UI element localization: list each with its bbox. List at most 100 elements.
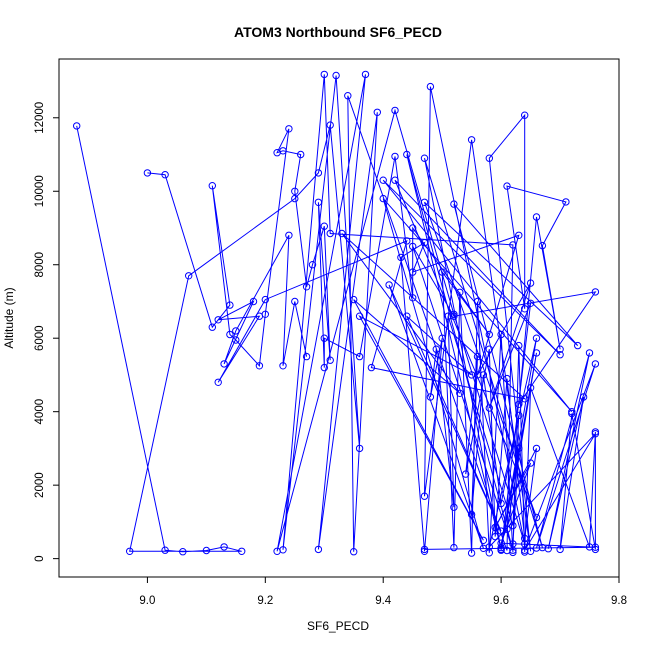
data-point [403, 150, 411, 159]
data-point [338, 229, 346, 238]
data-point [420, 545, 429, 554]
data-point [450, 312, 458, 320]
data-point [467, 136, 476, 144]
y-tick-label: 0 [34, 555, 46, 561]
data-point [314, 198, 323, 207]
data-point [126, 547, 134, 555]
data-point [467, 510, 476, 519]
data-point [249, 297, 258, 306]
data-point [226, 330, 234, 339]
x-tick-label: 9.2 [257, 595, 273, 607]
data-point [320, 334, 328, 342]
data-point [397, 253, 405, 262]
data-point [515, 411, 523, 420]
data-point [326, 121, 334, 129]
data-point [450, 200, 458, 208]
data-point [297, 150, 305, 159]
data-point [326, 356, 334, 364]
data-point [220, 360, 228, 368]
data-point [579, 393, 588, 401]
data-point [403, 237, 411, 245]
data-point [403, 312, 411, 320]
data-point [538, 241, 547, 250]
y-tick-label: 10000 [34, 175, 46, 207]
data-point [285, 125, 293, 133]
data-point [279, 362, 287, 370]
data-point [314, 169, 323, 177]
data-point [532, 213, 541, 221]
y-tick-label: 6000 [34, 325, 46, 351]
data-point [420, 492, 429, 500]
y-tick-label: 2000 [34, 472, 46, 498]
data-point [420, 239, 429, 247]
data-point [420, 198, 429, 207]
data-point [391, 152, 399, 161]
data-point [161, 171, 169, 179]
data-point [438, 334, 446, 342]
data-point [556, 345, 564, 353]
data-point [285, 231, 293, 240]
data-point [591, 360, 600, 368]
data-point [497, 546, 505, 554]
data-point [344, 92, 352, 100]
data-point [503, 374, 511, 383]
data-point [355, 444, 364, 453]
data-point [473, 371, 482, 379]
data-point [326, 229, 334, 238]
data-point [185, 272, 193, 280]
data-point [591, 288, 600, 296]
data-point [526, 279, 535, 287]
data-point [568, 409, 576, 418]
data-point [591, 545, 600, 554]
data-point [532, 513, 541, 522]
x-tick-label: 9.4 [375, 595, 392, 607]
data-point [473, 352, 482, 361]
data-point [208, 182, 217, 190]
data-point [208, 323, 217, 331]
data-point [385, 281, 393, 289]
data-point [214, 316, 222, 324]
data-point [485, 543, 493, 551]
data-point [532, 334, 541, 342]
data-point [255, 362, 264, 370]
data-point [497, 539, 505, 547]
data-point [591, 543, 600, 551]
data-point [521, 534, 529, 543]
data-point [556, 351, 564, 359]
data-point [73, 122, 81, 130]
data-point [420, 154, 429, 162]
data-point [456, 288, 464, 296]
data-point [367, 363, 376, 372]
data-point [261, 295, 269, 304]
y-tick-label: 4000 [34, 399, 46, 425]
data-point [320, 70, 328, 79]
data-point [291, 194, 299, 203]
data-point [361, 70, 370, 79]
data-point [426, 82, 435, 91]
data-point [521, 111, 529, 119]
series-line [76, 74, 597, 553]
data-point [409, 268, 417, 276]
data-point [526, 459, 535, 467]
data-point [574, 341, 582, 350]
data-point [320, 222, 328, 230]
data-point [497, 330, 505, 339]
data-point [450, 503, 458, 511]
data-point [503, 525, 511, 533]
data-point [379, 176, 387, 184]
data-point [462, 470, 470, 478]
data-point [238, 547, 246, 555]
x-axis: 9.0 9.2 9.4 9.6 9.8 [139, 577, 627, 607]
data-point [444, 312, 452, 320]
data-point [450, 543, 458, 552]
data-point [202, 546, 211, 555]
x-tick-label: 9.6 [493, 595, 509, 607]
data-point [585, 349, 594, 357]
data-point [379, 194, 387, 203]
data-point [409, 224, 417, 232]
data-point [232, 336, 240, 344]
data-point [532, 444, 541, 453]
series-line [400, 234, 596, 552]
data-point [438, 268, 446, 276]
